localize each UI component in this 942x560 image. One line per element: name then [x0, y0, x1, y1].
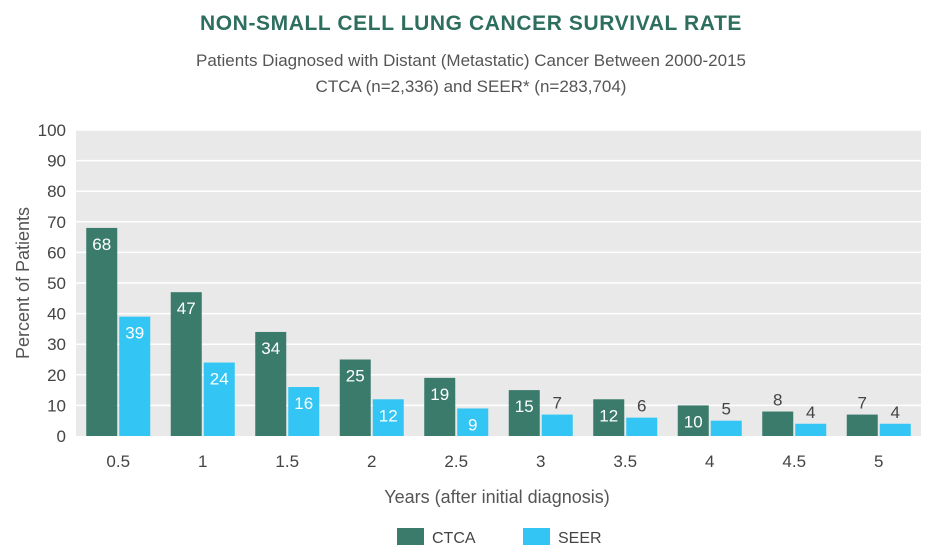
bar-seer [626, 417, 658, 436]
legend-label-seer: SEER [558, 530, 602, 547]
data-label-ctca: 19 [430, 385, 449, 404]
bar-seer [203, 362, 235, 436]
y-tick-label: 30 [47, 335, 66, 354]
x-tick-label: 4 [705, 452, 714, 471]
bar-seer [710, 420, 742, 436]
data-label-seer: 9 [468, 415, 477, 434]
x-axis-ticks: 0.5 1 1.5 2 2.5 3 3.5 4 4.5 5 [106, 452, 883, 471]
bar-ctca [593, 399, 625, 436]
bar-seer [119, 316, 151, 436]
data-label-seer: 24 [210, 370, 229, 389]
data-label-seer: 12 [379, 406, 398, 425]
data-label-ctca: 68 [92, 235, 111, 254]
data-label-seer: 4 [806, 403, 815, 422]
y-tick-label: 80 [47, 182, 66, 201]
bar-ctca [86, 227, 118, 436]
bar-ctca [508, 390, 540, 436]
legend-label-ctca: CTCA [432, 530, 476, 547]
x-tick-label: 2.5 [444, 452, 468, 471]
x-tick-label: 3 [536, 452, 545, 471]
y-tick-label: 0 [57, 427, 66, 446]
y-tick-label: 20 [47, 366, 66, 385]
bar-seer [541, 414, 573, 436]
data-label-ctca: 8 [773, 391, 782, 410]
data-label-seer: 6 [637, 397, 646, 416]
bar-ctca [424, 377, 456, 436]
data-label-seer: 5 [722, 400, 731, 419]
y-tick-label: 10 [47, 396, 66, 415]
x-tick-label: 2 [367, 452, 376, 471]
bar-seer [879, 423, 911, 436]
bar-ctca [255, 331, 287, 436]
bar-ctca [677, 405, 709, 436]
legend-swatch-seer [523, 528, 550, 545]
chart-subtitle-line-2: CTCA (n=2,336) and SEER* (n=283,704) [316, 77, 627, 96]
legend-swatch-ctca [397, 528, 424, 545]
bar-ctca [339, 359, 371, 436]
bar-ctca [170, 292, 202, 436]
gridlines [76, 129, 921, 407]
y-tick-label: 50 [47, 274, 66, 293]
y-tick-label: 100 [38, 121, 66, 140]
x-tick-label: 5 [874, 452, 883, 471]
data-label-ctca: 7 [858, 394, 867, 413]
bar-ctca [762, 411, 794, 436]
y-tick-label: 70 [47, 213, 66, 232]
bar-seer [795, 423, 827, 436]
y-axis-ticks: 0 10 20 30 40 50 60 70 80 90 100 [38, 121, 66, 446]
x-tick-label: 1.5 [275, 452, 299, 471]
bar-seer [288, 387, 320, 436]
y-tick-label: 40 [47, 305, 66, 324]
x-axis-label: Years (after initial diagnosis) [384, 487, 609, 507]
bar-ctca [846, 414, 878, 436]
bar-seer [372, 399, 404, 436]
data-label-seer: 7 [553, 394, 562, 413]
data-label-seer: 16 [294, 394, 313, 413]
data-label-seer: 39 [125, 324, 144, 343]
x-tick-label: 3.5 [613, 452, 637, 471]
legend: CTCA SEER [397, 528, 602, 547]
data-label-ctca: 47 [177, 299, 196, 318]
x-tick-label: 0.5 [106, 452, 130, 471]
y-tick-label: 60 [47, 243, 66, 262]
data-label-seer: 4 [891, 403, 900, 422]
y-axis-label: Percent of Patients [13, 207, 33, 359]
chart-title: NON-SMALL CELL LUNG CANCER SURVIVAL RATE [200, 12, 742, 35]
data-label-ctca: 25 [346, 367, 365, 386]
data-label-ctca: 34 [261, 339, 280, 358]
y-tick-label: 90 [47, 152, 66, 171]
data-label-ctca: 10 [684, 412, 703, 431]
bar-seer [457, 408, 489, 436]
data-label-ctca: 12 [599, 406, 618, 425]
x-tick-label: 4.5 [782, 452, 806, 471]
x-tick-label: 1 [198, 452, 207, 471]
chart-subtitle-line-1: Patients Diagnosed with Distant (Metasta… [196, 51, 746, 70]
data-label-ctca: 15 [515, 397, 534, 416]
